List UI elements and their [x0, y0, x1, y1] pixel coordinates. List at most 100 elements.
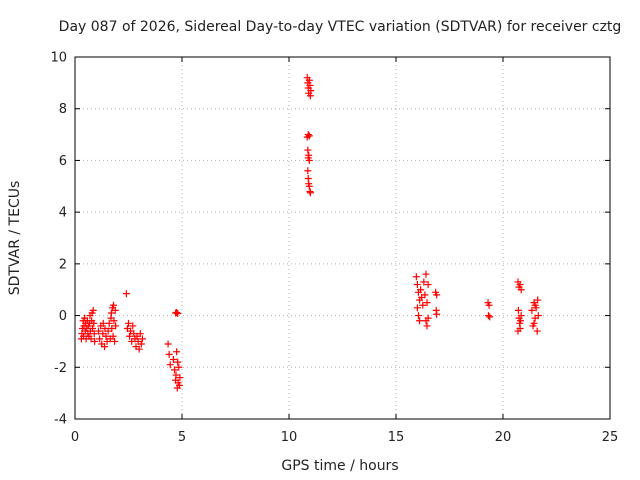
x-tick-label: 20	[495, 430, 512, 445]
data-point	[165, 350, 173, 358]
data-point	[105, 319, 113, 327]
data-point	[530, 319, 538, 327]
data-point	[423, 299, 431, 307]
data-point	[164, 340, 172, 348]
data-points	[77, 74, 542, 392]
data-point	[166, 361, 174, 369]
data-point	[517, 286, 525, 294]
x-tick-label: 15	[388, 430, 405, 445]
data-point	[424, 281, 432, 289]
data-point	[412, 273, 420, 281]
data-point	[304, 146, 312, 154]
data-point	[96, 335, 104, 343]
data-point	[129, 322, 137, 330]
x-tick-label: 5	[178, 430, 186, 445]
y-tick-label: 10	[50, 51, 67, 66]
y-axis-label: SDTVAR / TECUs	[7, 181, 23, 296]
data-point	[110, 317, 118, 325]
data-point	[107, 309, 115, 317]
y-tick-label: 6	[59, 154, 67, 169]
data-point	[421, 291, 429, 299]
data-point	[424, 314, 432, 322]
data-point	[422, 270, 430, 278]
data-point	[433, 291, 441, 299]
data-point	[137, 340, 145, 348]
data-point	[101, 343, 109, 351]
y-tick-label: 2	[59, 257, 67, 272]
data-point	[125, 319, 132, 327]
y-tick-label: 4	[59, 206, 67, 221]
chart-title: Day 087 of 2026, Sidereal Day-to-day VTE…	[59, 19, 622, 35]
gridlines	[75, 57, 610, 419]
x-tick-label: 10	[281, 430, 298, 445]
data-point	[514, 306, 522, 314]
data-point	[514, 327, 522, 335]
data-point	[417, 286, 425, 294]
data-point	[172, 371, 180, 379]
data-point	[112, 322, 120, 330]
x-axis-label: GPS time / hours	[281, 458, 398, 474]
data-point	[104, 327, 112, 335]
data-point	[87, 335, 95, 343]
y-tick-label: -2	[54, 361, 67, 376]
data-point	[91, 337, 99, 345]
y-tick-label: 8	[59, 102, 67, 117]
data-point	[110, 301, 118, 309]
data-point	[138, 335, 146, 343]
data-point	[419, 301, 427, 309]
data-point	[99, 319, 107, 327]
data-point	[528, 306, 536, 314]
y-tick-labels: -4 -2 0 2 4 6 8 10	[50, 51, 67, 428]
data-point	[111, 337, 119, 345]
data-point	[420, 278, 428, 286]
data-point	[90, 330, 98, 338]
data-point	[534, 296, 542, 304]
data-point	[169, 356, 177, 364]
data-point	[173, 348, 181, 356]
data-point	[414, 312, 422, 320]
data-point	[485, 301, 493, 309]
data-point	[136, 330, 144, 338]
data-point	[175, 381, 183, 389]
data-point	[305, 156, 313, 164]
data-point	[108, 325, 116, 332]
data-point	[413, 304, 421, 312]
x-tick-labels: 0 5 10 15 20 25	[71, 430, 618, 445]
x-tick-label: 0	[71, 430, 79, 445]
data-point	[307, 87, 315, 95]
data-point	[534, 312, 542, 320]
data-point	[305, 132, 313, 140]
y-tick-label: 0	[59, 309, 67, 324]
data-point	[433, 310, 441, 318]
data-point	[89, 306, 97, 314]
data-point	[516, 281, 524, 289]
data-point	[306, 189, 314, 197]
data-point	[413, 281, 421, 289]
data-point	[176, 374, 184, 382]
data-point	[306, 81, 314, 89]
data-point	[517, 312, 525, 320]
data-point	[89, 325, 97, 332]
data-point	[486, 313, 494, 321]
x-tick-label: 25	[602, 430, 619, 445]
data-point	[174, 310, 182, 318]
data-point	[484, 312, 492, 320]
data-point	[305, 76, 313, 84]
data-point	[416, 317, 424, 325]
data-point	[304, 131, 312, 139]
data-point	[90, 319, 98, 327]
data-point	[171, 366, 179, 374]
y-tick-label: -4	[54, 413, 67, 428]
data-point	[304, 167, 312, 175]
data-point	[531, 301, 539, 309]
plot-area-frame	[74, 56, 611, 420]
data-point	[135, 345, 143, 353]
data-point	[305, 151, 313, 159]
data-point	[517, 317, 525, 325]
data-point	[175, 363, 183, 371]
data-point	[126, 332, 134, 340]
data-point	[174, 358, 182, 366]
data-point	[111, 306, 119, 314]
axis-ticks	[74, 56, 611, 420]
